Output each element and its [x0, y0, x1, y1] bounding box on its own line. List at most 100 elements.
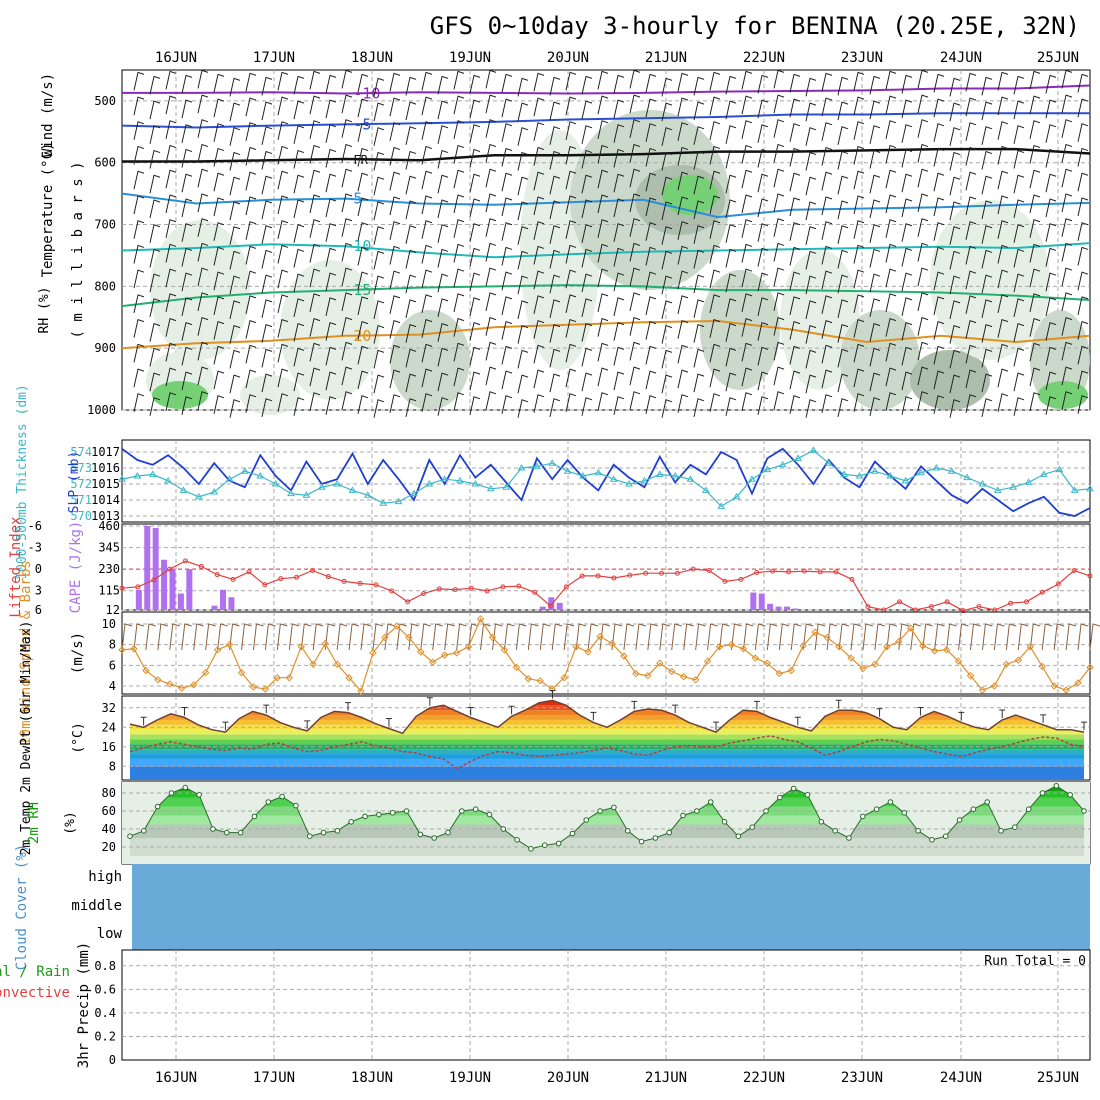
wind-barb: [437, 347, 449, 367]
wind-barb: [357, 296, 369, 316]
wind-barb: [229, 275, 241, 295]
wind-barb: [838, 623, 850, 651]
wind-barb: [437, 100, 449, 120]
wind-barb: [432, 623, 443, 651]
wind-speed-point: [775, 669, 783, 678]
thickness-point: [840, 470, 849, 477]
y-tick-label: 1013: [91, 509, 120, 523]
wind-barb: [245, 221, 257, 240]
wind-barb: [671, 623, 682, 651]
wind-barb: [309, 219, 321, 238]
thickness-point: [824, 459, 833, 466]
lifted-index-point: [214, 572, 220, 578]
lifted-index-point: [833, 569, 839, 575]
wind-barb: [725, 100, 737, 120]
wind-barb: [533, 270, 545, 290]
axis-label-cloud: Cloud Cover (%): [14, 844, 30, 970]
date-label-bottom: 16JUN: [155, 1070, 197, 1086]
wind-barb: [741, 392, 753, 411]
wind-barb: [405, 200, 417, 220]
wind-barb: [309, 194, 321, 214]
thickness-point: [778, 460, 787, 468]
wind-barb: [1045, 148, 1057, 168]
wind-barb: [245, 171, 257, 191]
wind-barb: [213, 73, 225, 93]
wind-barb: [357, 172, 369, 192]
isotherm-line: [121, 284, 1091, 308]
thickness-point: [210, 488, 219, 495]
wind-barb: [389, 344, 401, 364]
wind-barb: [677, 72, 689, 92]
wind-barb: [453, 243, 465, 263]
rh-point: [334, 828, 341, 834]
wind-speed-point: [536, 677, 544, 685]
wind-barb: [549, 398, 561, 417]
wind-barb: [933, 98, 945, 118]
wind-barb: [389, 72, 401, 92]
wind-barb: [181, 346, 193, 366]
wind-speed-point: [393, 622, 401, 630]
wind-barb: [1029, 70, 1041, 90]
wind-barb: [213, 98, 225, 118]
wind-speed-point: [1074, 679, 1082, 687]
wind-barb: [645, 320, 657, 340]
wind-barb: [373, 226, 385, 245]
wind-barb: [693, 126, 705, 145]
wind-barb: [789, 172, 801, 192]
wind-barb: [869, 372, 881, 392]
wind-barb: [181, 371, 193, 391]
wind-barb: [453, 392, 465, 411]
wind-barb: [821, 97, 833, 117]
y-tick-label: 800: [94, 279, 116, 293]
wind-barb: [517, 374, 529, 394]
wind-barb: [389, 319, 401, 339]
lifted-index-point: [738, 576, 744, 582]
y-tick-label: 12: [106, 603, 120, 617]
wind-barb: [517, 275, 529, 295]
wind-barb: [213, 172, 225, 192]
wind-barb: [725, 273, 737, 293]
wind-barb: [1077, 345, 1089, 365]
axis-label-wind10m: 10m Wind Speed & Barbs: [18, 560, 34, 745]
y-tick-label: 0.4: [94, 1006, 116, 1020]
wind-barb: [277, 343, 289, 363]
temp-fill: [130, 700, 1084, 780]
thickness-point: [978, 480, 987, 487]
rh-point: [707, 799, 714, 805]
wind-speed-point: [1014, 656, 1023, 664]
y-tick-label: 6: [109, 658, 116, 672]
wind-speed-point: [691, 676, 700, 684]
wind-barb: [1077, 98, 1089, 118]
wind-barb: [389, 122, 401, 141]
cape-bar: [152, 527, 159, 610]
wind-speed-point: [918, 641, 927, 650]
rh-point: [306, 833, 313, 840]
wind-barb: [181, 99, 193, 119]
wind-barb: [965, 270, 977, 290]
date-axis-top: 16JUN 17JUN 18JUN 19JUN 20JUN 21JUN 22JUN 23JUN…: [155, 50, 1079, 66]
wind-barb: [517, 324, 529, 344]
wind-barb: [789, 246, 801, 266]
wind-barb: [485, 341, 497, 361]
wind-barb: [645, 197, 657, 217]
wind-barb: [277, 71, 289, 91]
wind-barb: [325, 198, 337, 218]
wind-barb: [885, 317, 897, 337]
wind-barb: [597, 194, 609, 214]
wind-barb: [421, 71, 433, 91]
lifted-index-point: [452, 587, 458, 593]
wind-barb: [757, 396, 769, 415]
wind-barb: [181, 124, 193, 143]
minmax-bar: [631, 700, 638, 710]
y-tick-label: 1015: [91, 477, 120, 491]
wind-barb: [629, 391, 641, 410]
wind-barb: [837, 175, 849, 195]
wind-barb: [821, 369, 833, 389]
wind-barb: [677, 270, 689, 290]
rh-point: [376, 811, 382, 818]
rh-point: [624, 828, 631, 834]
wind-barb: [917, 218, 929, 237]
wind-barb: [229, 300, 241, 320]
thickness-point: [241, 467, 249, 474]
rh-blob: [700, 270, 780, 390]
